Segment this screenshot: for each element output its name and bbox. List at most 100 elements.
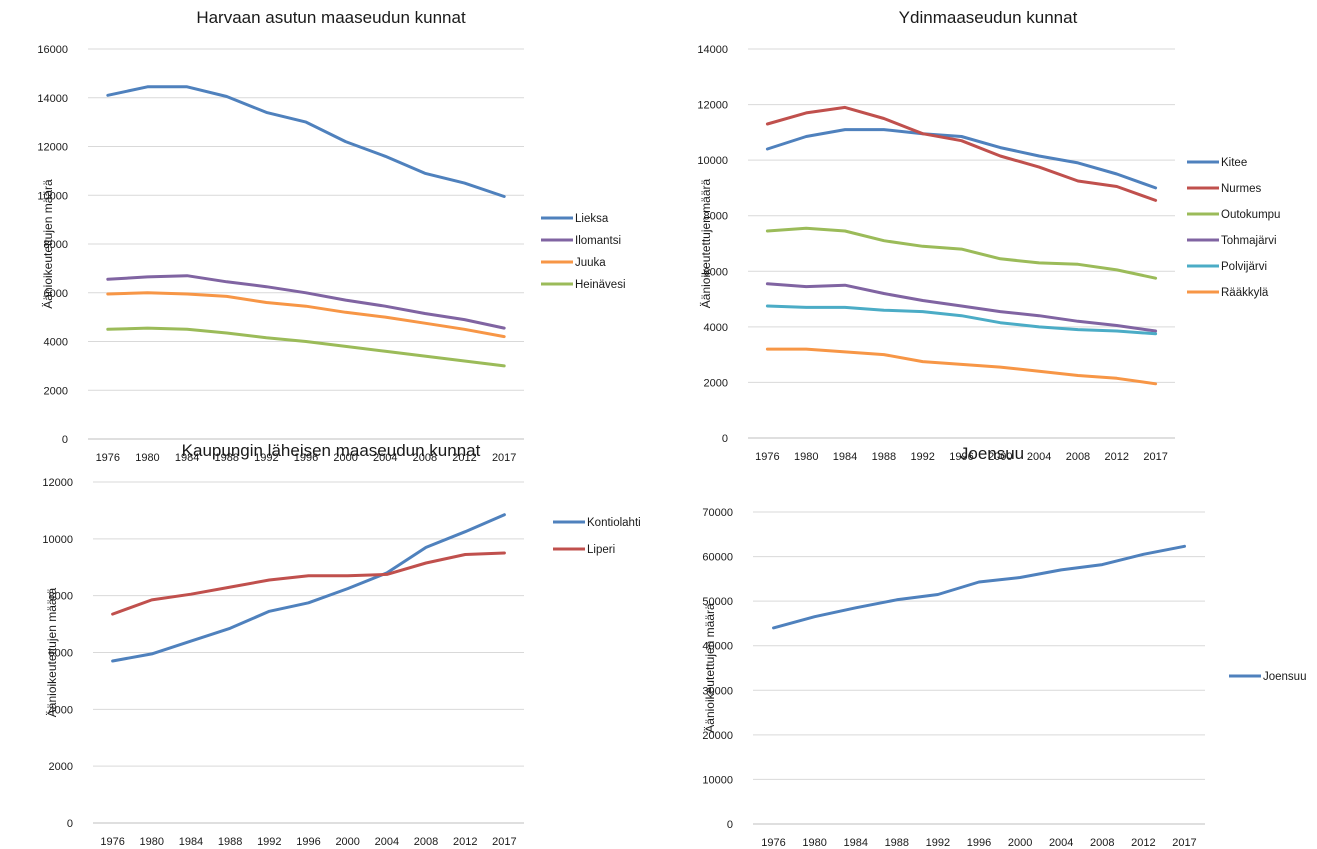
series-line-nurmes bbox=[765, 105, 1158, 202]
x-tick-label: 1996 bbox=[296, 836, 320, 848]
y-tick-label: 20000 bbox=[702, 730, 733, 742]
series-line-lieksa bbox=[106, 85, 506, 198]
x-tick-label: 1984 bbox=[175, 452, 199, 464]
x-tick-label: 2017 bbox=[1143, 451, 1167, 463]
y-tick-label: 4000 bbox=[704, 322, 728, 334]
legend-label: Outokumpu bbox=[1221, 209, 1280, 221]
y-tick-label: 12000 bbox=[37, 142, 68, 154]
x-tick-label: 2004 bbox=[1027, 451, 1051, 463]
series-line-kitee bbox=[765, 128, 1158, 190]
y-tick-label: 16000 bbox=[37, 44, 68, 56]
legend-label: Joensuu bbox=[1263, 671, 1306, 683]
x-tick-label: 1996 bbox=[967, 837, 991, 849]
x-tick-label: 1984 bbox=[833, 451, 857, 463]
chart-title: Joensuu bbox=[960, 444, 1024, 463]
x-tick-label: 2008 bbox=[1066, 451, 1090, 463]
x-tick-label: 1976 bbox=[100, 836, 124, 848]
x-tick-label: 1992 bbox=[910, 451, 934, 463]
series-line-heinävesi bbox=[106, 326, 506, 368]
x-tick-label: 1980 bbox=[794, 451, 818, 463]
x-tick-label: 2012 bbox=[1105, 451, 1129, 463]
series-line-outokumpu bbox=[765, 226, 1158, 280]
y-tick-label: 70000 bbox=[702, 507, 733, 519]
x-tick-label: 2017 bbox=[492, 452, 516, 464]
chart-title: Harvaan asutun maaseudun kunnat bbox=[196, 8, 466, 27]
y-tick-label: 14000 bbox=[697, 44, 728, 56]
y-tick-label: 50000 bbox=[702, 596, 733, 608]
y-tick-label: 6000 bbox=[49, 648, 73, 660]
y-tick-label: 2000 bbox=[49, 761, 73, 773]
x-tick-label: 1988 bbox=[885, 837, 909, 849]
chart-panel-4: Joensuu 0 10000 20000 30000 40000 50000 60000 70… bbox=[702, 444, 1306, 849]
series-line-ilomantsi bbox=[106, 274, 506, 330]
legend-label: Tohmajärvi bbox=[1221, 235, 1277, 247]
x-tick-label: 1980 bbox=[135, 452, 159, 464]
series-line-liperi bbox=[111, 551, 506, 616]
y-tick-label: 10000 bbox=[42, 534, 73, 546]
y-tick-label: 6000 bbox=[44, 288, 68, 300]
x-tick-label: 1992 bbox=[254, 452, 278, 464]
chart-panel-2: Ydinmaaseudun kunnat 0 2000 4000 6000 8000 100… bbox=[697, 8, 1280, 463]
series-line-joensuu bbox=[772, 544, 1186, 630]
x-tick-label: 1980 bbox=[802, 837, 826, 849]
y-tick-label: 4000 bbox=[49, 704, 73, 716]
legend-label: Rääkkylä bbox=[1221, 287, 1269, 299]
x-tick-label: 1976 bbox=[755, 451, 779, 463]
x-tick-label: 1992 bbox=[926, 837, 950, 849]
x-tick-label: 2008 bbox=[413, 452, 437, 464]
y-tick-label: 60000 bbox=[702, 552, 733, 564]
y-tick-label: 0 bbox=[722, 433, 728, 445]
y-tick-label: 12000 bbox=[697, 100, 728, 112]
series-line-polvijärvi bbox=[765, 304, 1158, 336]
x-tick-label: 2017 bbox=[1172, 837, 1196, 849]
legend-label: Nurmes bbox=[1221, 183, 1262, 195]
x-tick-label: 2000 bbox=[988, 451, 1012, 463]
legend-label: Ilomantsi bbox=[575, 235, 621, 247]
y-tick-label: 6000 bbox=[704, 266, 728, 278]
x-tick-label: 1992 bbox=[257, 836, 281, 848]
x-tick-label: 2012 bbox=[453, 836, 477, 848]
x-tick-label: 1980 bbox=[140, 836, 164, 848]
x-tick-label: 1976 bbox=[96, 452, 120, 464]
y-axis-title: Äänioikeutettujen määrä bbox=[41, 179, 55, 309]
y-tick-label: 30000 bbox=[702, 685, 733, 697]
y-tick-label: 12000 bbox=[42, 477, 73, 489]
x-tick-label: 2008 bbox=[414, 836, 438, 848]
y-tick-label: 40000 bbox=[702, 641, 733, 653]
series-line-kontiolahti bbox=[111, 513, 506, 663]
legend-label: Kitee bbox=[1221, 157, 1247, 169]
x-tick-label: 2008 bbox=[1090, 837, 1114, 849]
legend-label: Liperi bbox=[587, 544, 615, 556]
chart-panel-3: Kaupungin läheisen maaseudun kunnat 0 2000… bbox=[42, 441, 640, 848]
x-tick-label: 2012 bbox=[452, 452, 476, 464]
x-tick-label: 1984 bbox=[843, 837, 867, 849]
legend-label: Heinävesi bbox=[575, 279, 626, 291]
legend-label: Polvijärvi bbox=[1221, 261, 1267, 273]
x-tick-label: 1996 bbox=[294, 452, 318, 464]
y-tick-label: 0 bbox=[727, 819, 733, 831]
x-tick-label: 1988 bbox=[218, 836, 242, 848]
y-tick-label: 10000 bbox=[702, 774, 733, 786]
y-tick-label: 2000 bbox=[44, 385, 68, 397]
y-tick-label: 8000 bbox=[44, 239, 68, 251]
chart-title: Ydinmaaseudun kunnat bbox=[899, 8, 1078, 27]
x-tick-label: 2000 bbox=[333, 452, 357, 464]
x-tick-label: 2017 bbox=[492, 836, 516, 848]
y-axis-title: Äänioikeutettujen määrä bbox=[703, 603, 717, 733]
series-line-rääkkylä bbox=[765, 347, 1158, 386]
y-axis-title: Äänioikeutettujen määrä bbox=[45, 587, 59, 717]
x-tick-label: 2004 bbox=[373, 452, 397, 464]
legend-label: Juuka bbox=[575, 257, 606, 269]
y-tick-label: 14000 bbox=[37, 93, 68, 105]
x-tick-label: 1988 bbox=[872, 451, 896, 463]
x-tick-label: 2000 bbox=[1008, 837, 1032, 849]
y-tick-label: 0 bbox=[62, 434, 68, 446]
y-tick-label: 10000 bbox=[37, 190, 68, 202]
y-tick-label: 0 bbox=[67, 818, 73, 830]
y-tick-label: 8000 bbox=[704, 211, 728, 223]
x-tick-label: 2004 bbox=[1049, 837, 1073, 849]
x-tick-label: 2004 bbox=[375, 836, 399, 848]
chart-title: Kaupungin läheisen maaseudun kunnat bbox=[182, 441, 481, 460]
y-axis-title: Äänioikeutettujen määrä bbox=[699, 178, 713, 308]
